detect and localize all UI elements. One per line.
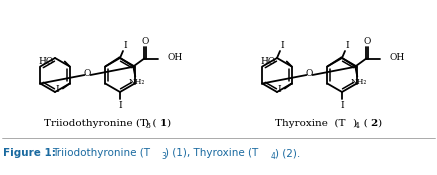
Text: Figure 1:: Figure 1: [3, 148, 59, 158]
Text: Triiodothyronine (T: Triiodothyronine (T [52, 148, 150, 158]
Text: O: O [142, 37, 149, 46]
Text: ) (2).: ) (2). [275, 148, 300, 158]
Text: Thyroxine  (T: Thyroxine (T [275, 118, 345, 128]
Text: ) (: ) ( [145, 118, 157, 128]
Text: NH₂: NH₂ [351, 79, 368, 86]
Text: ) (1), Thyroxine (T: ) (1), Thyroxine (T [165, 148, 258, 158]
Text: O: O [84, 69, 91, 79]
Text: 3: 3 [161, 152, 166, 161]
Text: O: O [364, 37, 371, 46]
Text: )  (: ) ( [353, 118, 368, 128]
Text: I: I [118, 102, 122, 110]
Text: ): ) [377, 118, 381, 128]
Text: OH: OH [167, 53, 183, 62]
Text: O: O [306, 69, 313, 79]
Text: 4: 4 [271, 152, 276, 161]
Text: 2: 2 [371, 118, 378, 128]
Text: NH₂: NH₂ [129, 79, 146, 86]
Text: I: I [123, 41, 127, 51]
Text: I: I [345, 41, 349, 51]
Text: I: I [278, 85, 281, 94]
Text: I: I [280, 41, 284, 51]
Text: 1: 1 [160, 118, 166, 128]
Text: HO: HO [38, 57, 54, 66]
Text: ): ) [166, 118, 170, 128]
Text: 3: 3 [146, 122, 150, 130]
Text: HO: HO [260, 57, 276, 66]
Text: Triiodothyronine (T: Triiodothyronine (T [44, 118, 146, 128]
Text: I: I [340, 102, 344, 110]
Text: OH: OH [389, 53, 405, 62]
Text: 4: 4 [354, 122, 360, 130]
Text: I: I [56, 85, 59, 94]
